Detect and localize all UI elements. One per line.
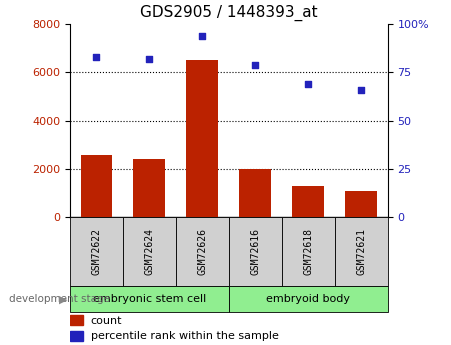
Text: count: count	[91, 316, 122, 326]
Text: GSM72624: GSM72624	[144, 228, 154, 275]
Bar	[345, 191, 377, 217]
Point	[305, 81, 312, 87]
Text: percentile rank within the sample: percentile rank within the sample	[91, 332, 278, 342]
Text: GSM72621: GSM72621	[356, 228, 366, 275]
Bar	[70, 331, 83, 341]
Bar	[229, 217, 282, 286]
Bar	[70, 286, 229, 312]
Bar	[70, 315, 83, 325]
Point	[93, 54, 100, 60]
Bar	[70, 217, 123, 286]
Point	[252, 62, 259, 68]
Bar	[176, 217, 229, 286]
Bar	[293, 186, 324, 217]
Point	[358, 87, 365, 92]
Text: embryonic stem cell: embryonic stem cell	[93, 294, 206, 304]
Text: embryoid body: embryoid body	[267, 294, 350, 304]
Bar	[133, 159, 166, 217]
Text: GSM72616: GSM72616	[250, 228, 260, 275]
Bar	[80, 155, 112, 217]
Bar	[282, 217, 335, 286]
Text: GSM72622: GSM72622	[92, 228, 101, 275]
Text: ▶: ▶	[59, 294, 67, 304]
Bar	[187, 60, 218, 217]
Title: GDS2905 / 1448393_at: GDS2905 / 1448393_at	[140, 5, 318, 21]
Text: development stage: development stage	[9, 294, 110, 304]
Bar	[335, 217, 388, 286]
Bar	[123, 217, 176, 286]
Point	[146, 56, 153, 62]
Bar	[229, 286, 388, 312]
Point	[199, 33, 206, 39]
Bar	[239, 169, 272, 217]
Text: GSM72626: GSM72626	[198, 228, 207, 275]
Text: GSM72618: GSM72618	[304, 228, 313, 275]
